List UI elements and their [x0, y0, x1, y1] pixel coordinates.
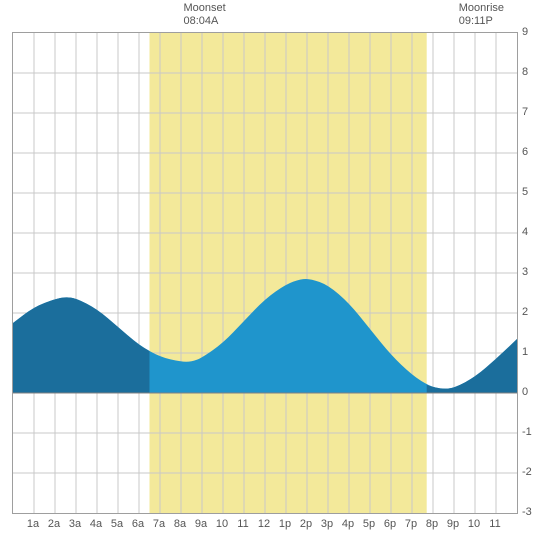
- moonrise-title: Moonrise: [459, 2, 504, 15]
- grid: [13, 33, 517, 513]
- plot-area: [12, 32, 518, 514]
- moonrise-time: 09:11P: [459, 15, 504, 28]
- y-tick-label: 6: [522, 146, 542, 158]
- moonset-title: Moonset: [183, 2, 225, 15]
- x-tick-label: 1p: [279, 518, 291, 530]
- moonrise-label: Moonrise 09:11P: [459, 2, 504, 28]
- x-tick-label: 4a: [90, 518, 102, 530]
- x-tick-label: 5p: [363, 518, 375, 530]
- x-tick-label: 10: [468, 518, 480, 530]
- x-tick-label: 5a: [111, 518, 123, 530]
- x-tick-label: 6p: [384, 518, 396, 530]
- x-tick-label: 9a: [195, 518, 207, 530]
- plot-svg: [13, 33, 517, 513]
- y-tick-label: 2: [522, 306, 542, 318]
- x-tick-label: 9p: [447, 518, 459, 530]
- x-tick-label: 6a: [132, 518, 144, 530]
- x-tick-label: 1a: [27, 518, 39, 530]
- y-tick-label: 4: [522, 226, 542, 238]
- x-tick-label: 12: [258, 518, 270, 530]
- x-tick-label: 11: [237, 518, 248, 530]
- y-axis-labels: 9876543210-1-2-3: [522, 32, 542, 512]
- tide-chart: Moonset 08:04A Moonrise 09:11P 9 8 7 6 5 4 3 2 1…: [0, 0, 550, 550]
- x-tick-label: 8p: [426, 518, 438, 530]
- y-tick-label: 1: [522, 346, 542, 358]
- y-tick-label: 3: [522, 266, 542, 278]
- x-tick-label: 2a: [48, 518, 60, 530]
- y-tick-label: 5: [522, 186, 542, 198]
- x-tick-label: 3p: [321, 518, 333, 530]
- x-tick-label: 2p: [300, 518, 312, 530]
- y-tick-label: 0: [522, 386, 542, 398]
- y-tick-label: 9: [522, 26, 542, 38]
- y-tick-label: -1: [522, 426, 542, 438]
- x-axis-labels: 1a 2a 3a 4a 5a 6a 7a 8a 9a 10 11 12 1p 2p 3p 4p 5p 6p 7p 8p…: [12, 518, 516, 534]
- x-tick-label: 8a: [174, 518, 186, 530]
- x-tick-label: 10: [216, 518, 228, 530]
- y-tick-label: 8: [522, 66, 542, 78]
- x-tick-label: 4p: [342, 518, 354, 530]
- x-tick-label: 7a: [153, 518, 165, 530]
- y-tick-label: -2: [522, 466, 542, 478]
- x-tick-label: 7p: [405, 518, 417, 530]
- y-tick-label: 7: [522, 106, 542, 118]
- moonset-label: Moonset 08:04A: [183, 2, 225, 28]
- x-tick-label: 3a: [69, 518, 81, 530]
- moonset-time: 08:04A: [183, 15, 225, 28]
- x-tick-label: 11: [489, 518, 500, 530]
- chart-header: Moonset 08:04A Moonrise 09:11P: [0, 0, 550, 32]
- y-tick-label: -3: [522, 506, 542, 518]
